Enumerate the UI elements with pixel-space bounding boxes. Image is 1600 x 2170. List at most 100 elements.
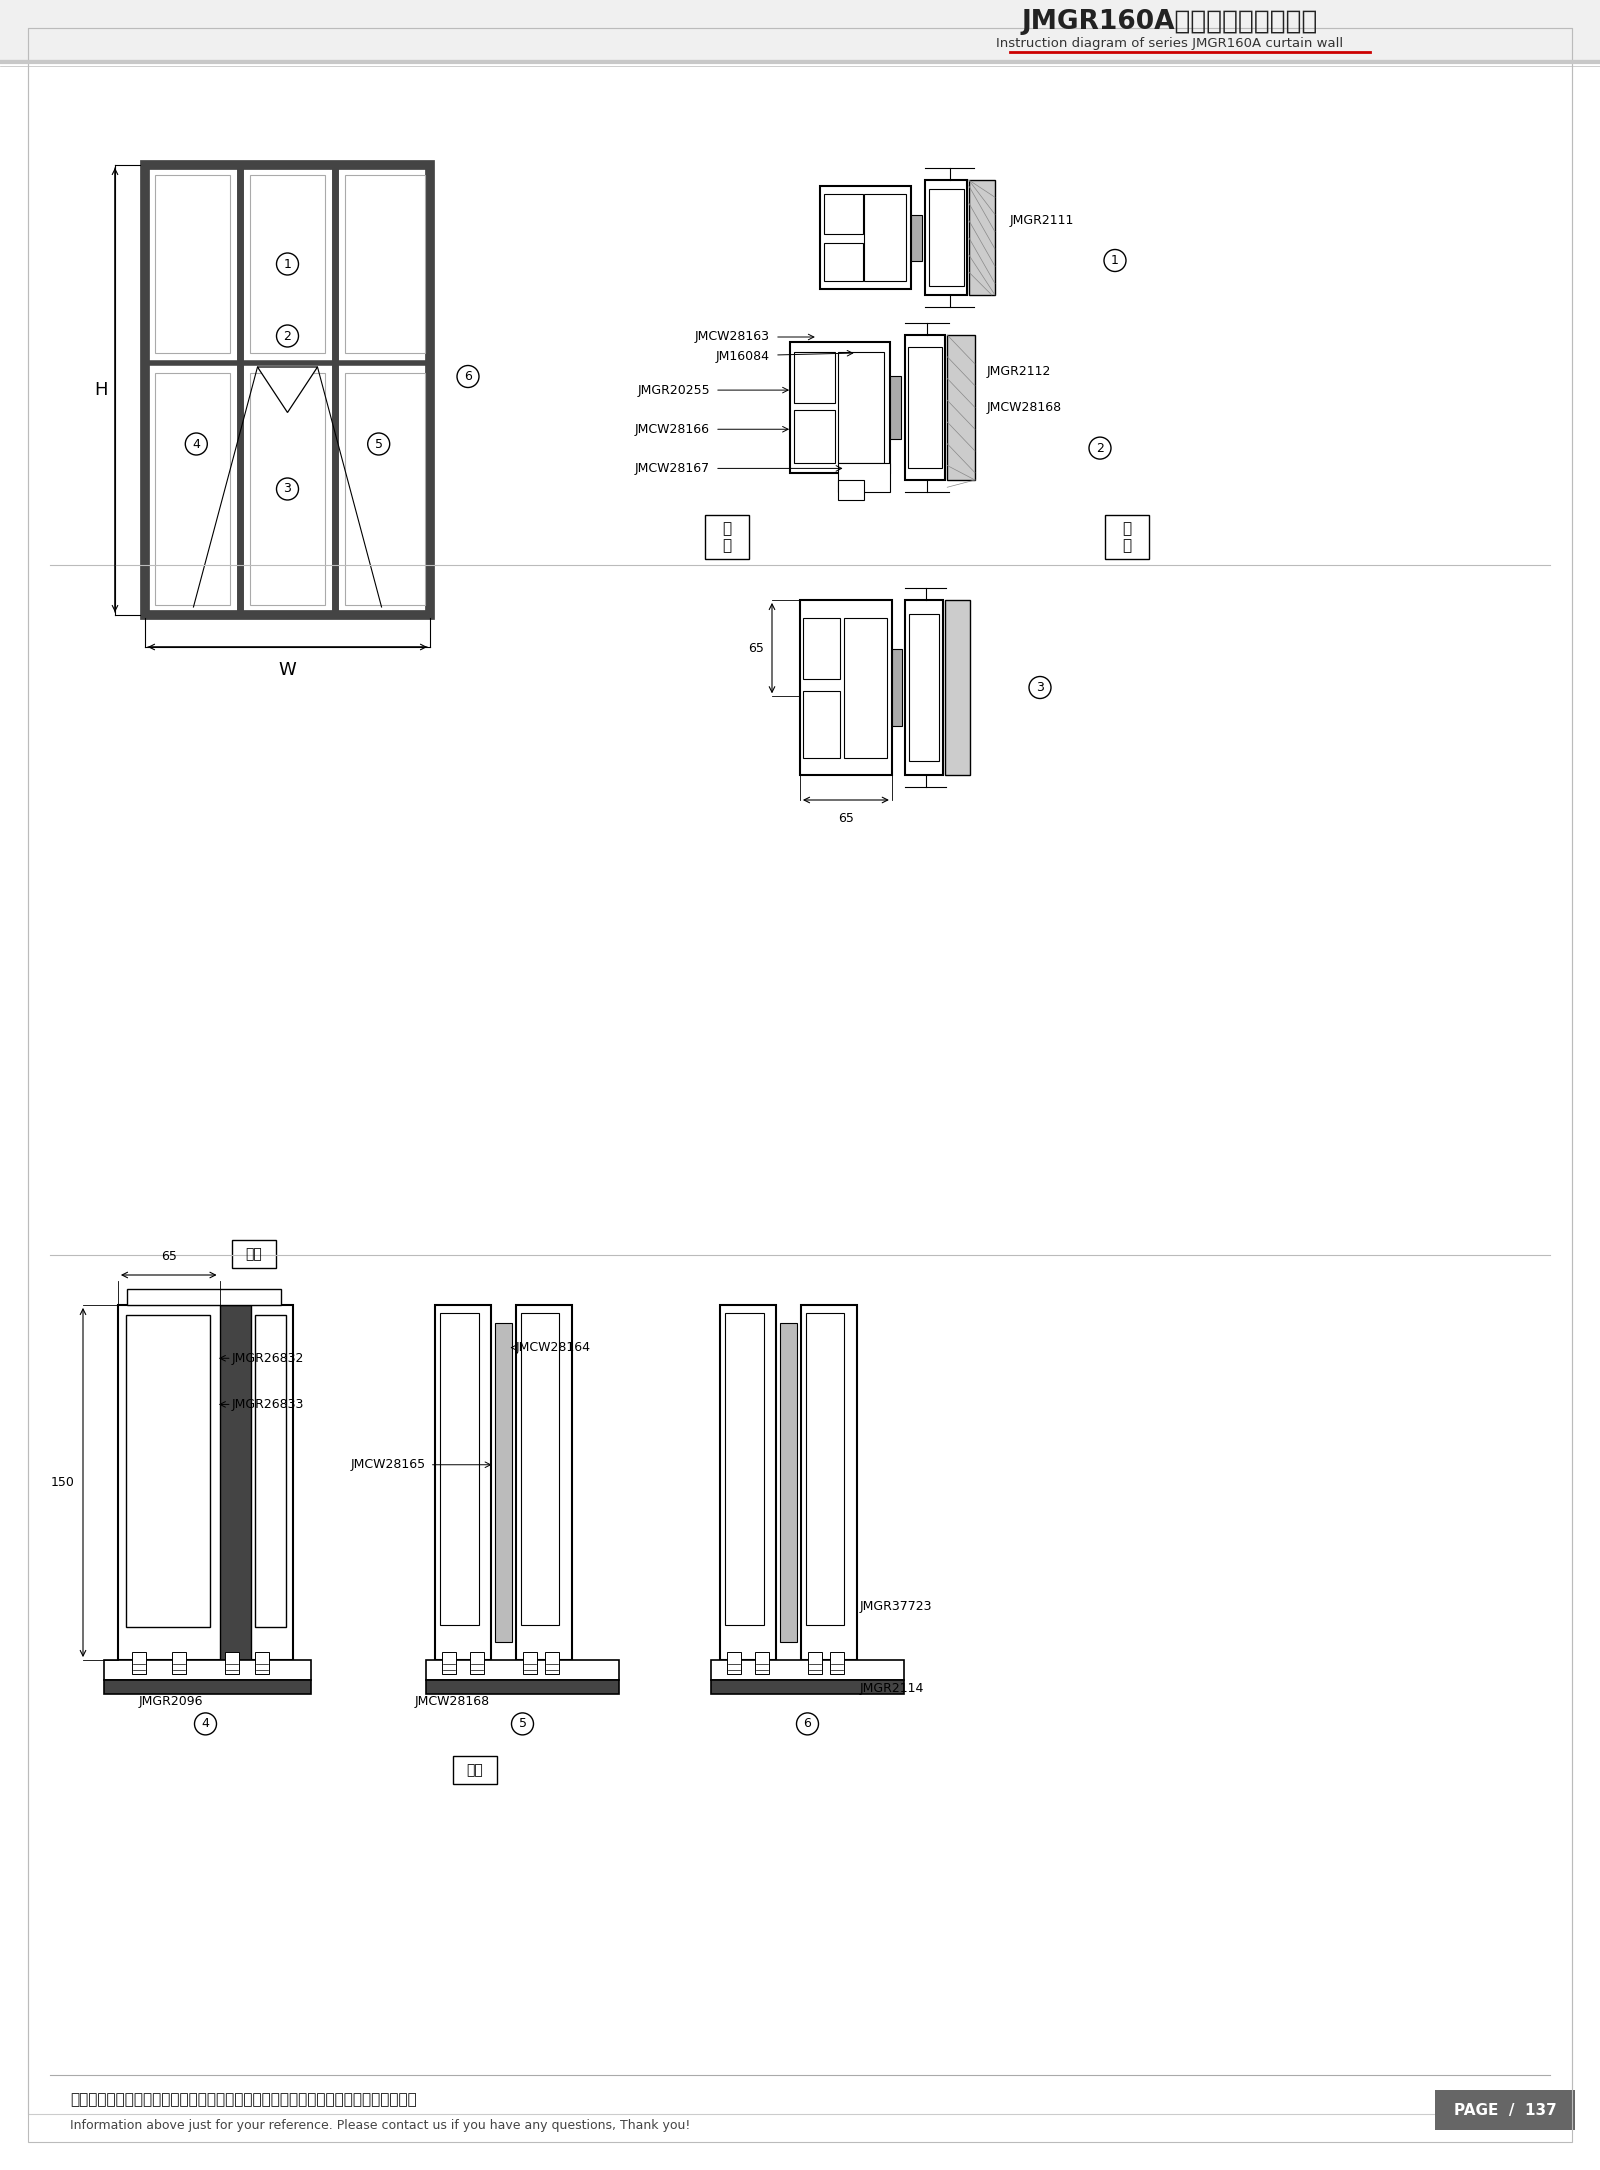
Bar [819, 187, 910, 289]
Bar [251, 373, 325, 605]
Bar [909, 614, 939, 762]
Text: 2: 2 [283, 330, 291, 343]
Bar [838, 352, 885, 462]
Bar [808, 1651, 821, 1673]
Bar [838, 480, 864, 501]
Bar [126, 1289, 280, 1304]
Bar [944, 599, 970, 775]
Text: PAGE  /  137: PAGE / 137 [1454, 2103, 1557, 2118]
Circle shape [195, 1712, 216, 1734]
Bar [232, 1239, 275, 1267]
Circle shape [186, 434, 208, 456]
Text: 室内: 室内 [245, 1248, 262, 1261]
Text: Information above just for your reference. Please contact us if you have any que: Information above just for your referenc… [70, 2118, 690, 2131]
Bar [726, 1651, 741, 1673]
Bar [947, 334, 974, 480]
Bar [1435, 2090, 1574, 2131]
Bar [219, 1304, 251, 1660]
Bar [131, 1651, 146, 1673]
Bar [104, 1660, 310, 1680]
Text: 65: 65 [838, 812, 854, 825]
Bar [790, 343, 890, 473]
Text: 5: 5 [518, 1716, 526, 1729]
Bar [442, 1651, 456, 1673]
Text: W: W [278, 662, 296, 679]
Text: JMCW28166: JMCW28166 [635, 423, 710, 436]
Text: H: H [94, 382, 107, 399]
Bar [794, 352, 835, 404]
Text: JMGR20255: JMGR20255 [637, 384, 710, 397]
Bar [0, 4, 1600, 9]
Bar [224, 1651, 238, 1673]
Bar [453, 1756, 496, 1784]
Bar [925, 180, 966, 295]
Text: 3: 3 [1037, 681, 1043, 694]
Bar [824, 243, 862, 282]
Text: JMCW28165: JMCW28165 [350, 1458, 426, 1471]
Bar [779, 1324, 797, 1643]
Polygon shape [258, 367, 317, 412]
Bar [470, 1651, 483, 1673]
Bar [0, 20, 1600, 24]
Bar [494, 1324, 512, 1643]
Text: 3: 3 [283, 482, 291, 495]
Text: JMGR2114: JMGR2114 [861, 1682, 925, 1695]
Bar [725, 1313, 763, 1625]
Bar [968, 180, 995, 295]
Bar [515, 1304, 571, 1660]
Bar [720, 1304, 776, 1660]
Bar [712, 1660, 904, 1680]
Text: JMCW28168: JMCW28168 [414, 1695, 490, 1708]
Bar [155, 373, 230, 605]
Bar [0, 0, 1600, 4]
Circle shape [277, 477, 299, 499]
Text: 室
外: 室 外 [1123, 521, 1131, 553]
Bar [0, 56, 1600, 61]
Bar [845, 618, 886, 757]
Bar [0, 39, 1600, 43]
Circle shape [368, 434, 390, 456]
Bar [0, 43, 1600, 48]
Bar [800, 599, 891, 775]
Text: Instruction diagram of series JMGR160A curtain wall: Instruction diagram of series JMGR160A c… [997, 37, 1344, 50]
Bar [794, 410, 835, 462]
Bar [800, 1304, 856, 1660]
Circle shape [797, 1712, 819, 1734]
Text: JMCW28167: JMCW28167 [635, 462, 710, 475]
Bar [440, 1313, 478, 1625]
Circle shape [1104, 250, 1126, 271]
Bar [0, 52, 1600, 56]
Bar [0, 15, 1600, 20]
Bar [910, 215, 922, 260]
Text: JMGR2111: JMGR2111 [1010, 215, 1074, 226]
Bar [830, 1651, 845, 1673]
Circle shape [1029, 677, 1051, 699]
Text: JMGR26832: JMGR26832 [232, 1352, 304, 1365]
Text: JM16084: JM16084 [717, 349, 770, 362]
Bar [928, 189, 963, 286]
Bar [251, 176, 325, 354]
Text: JMGR37723: JMGR37723 [861, 1599, 933, 1612]
Bar [426, 1660, 619, 1680]
Bar [803, 690, 840, 757]
Bar [426, 1680, 619, 1695]
Bar [0, 0, 1600, 61]
Text: 1: 1 [1110, 254, 1118, 267]
Circle shape [458, 365, 478, 388]
Bar [0, 48, 1600, 52]
Text: 6: 6 [464, 371, 472, 382]
Text: 1: 1 [283, 258, 291, 271]
Bar [891, 649, 902, 727]
Bar [806, 1313, 845, 1625]
Bar [906, 599, 942, 775]
Bar [254, 1315, 286, 1628]
Bar [0, 9, 1600, 13]
Text: 6: 6 [803, 1716, 811, 1729]
Bar [838, 462, 890, 493]
Bar [104, 1680, 310, 1695]
Bar [344, 373, 426, 605]
Text: JMGR2112: JMGR2112 [987, 365, 1051, 378]
Bar [0, 33, 1600, 37]
Bar [126, 1315, 210, 1628]
Text: 4: 4 [202, 1716, 210, 1729]
